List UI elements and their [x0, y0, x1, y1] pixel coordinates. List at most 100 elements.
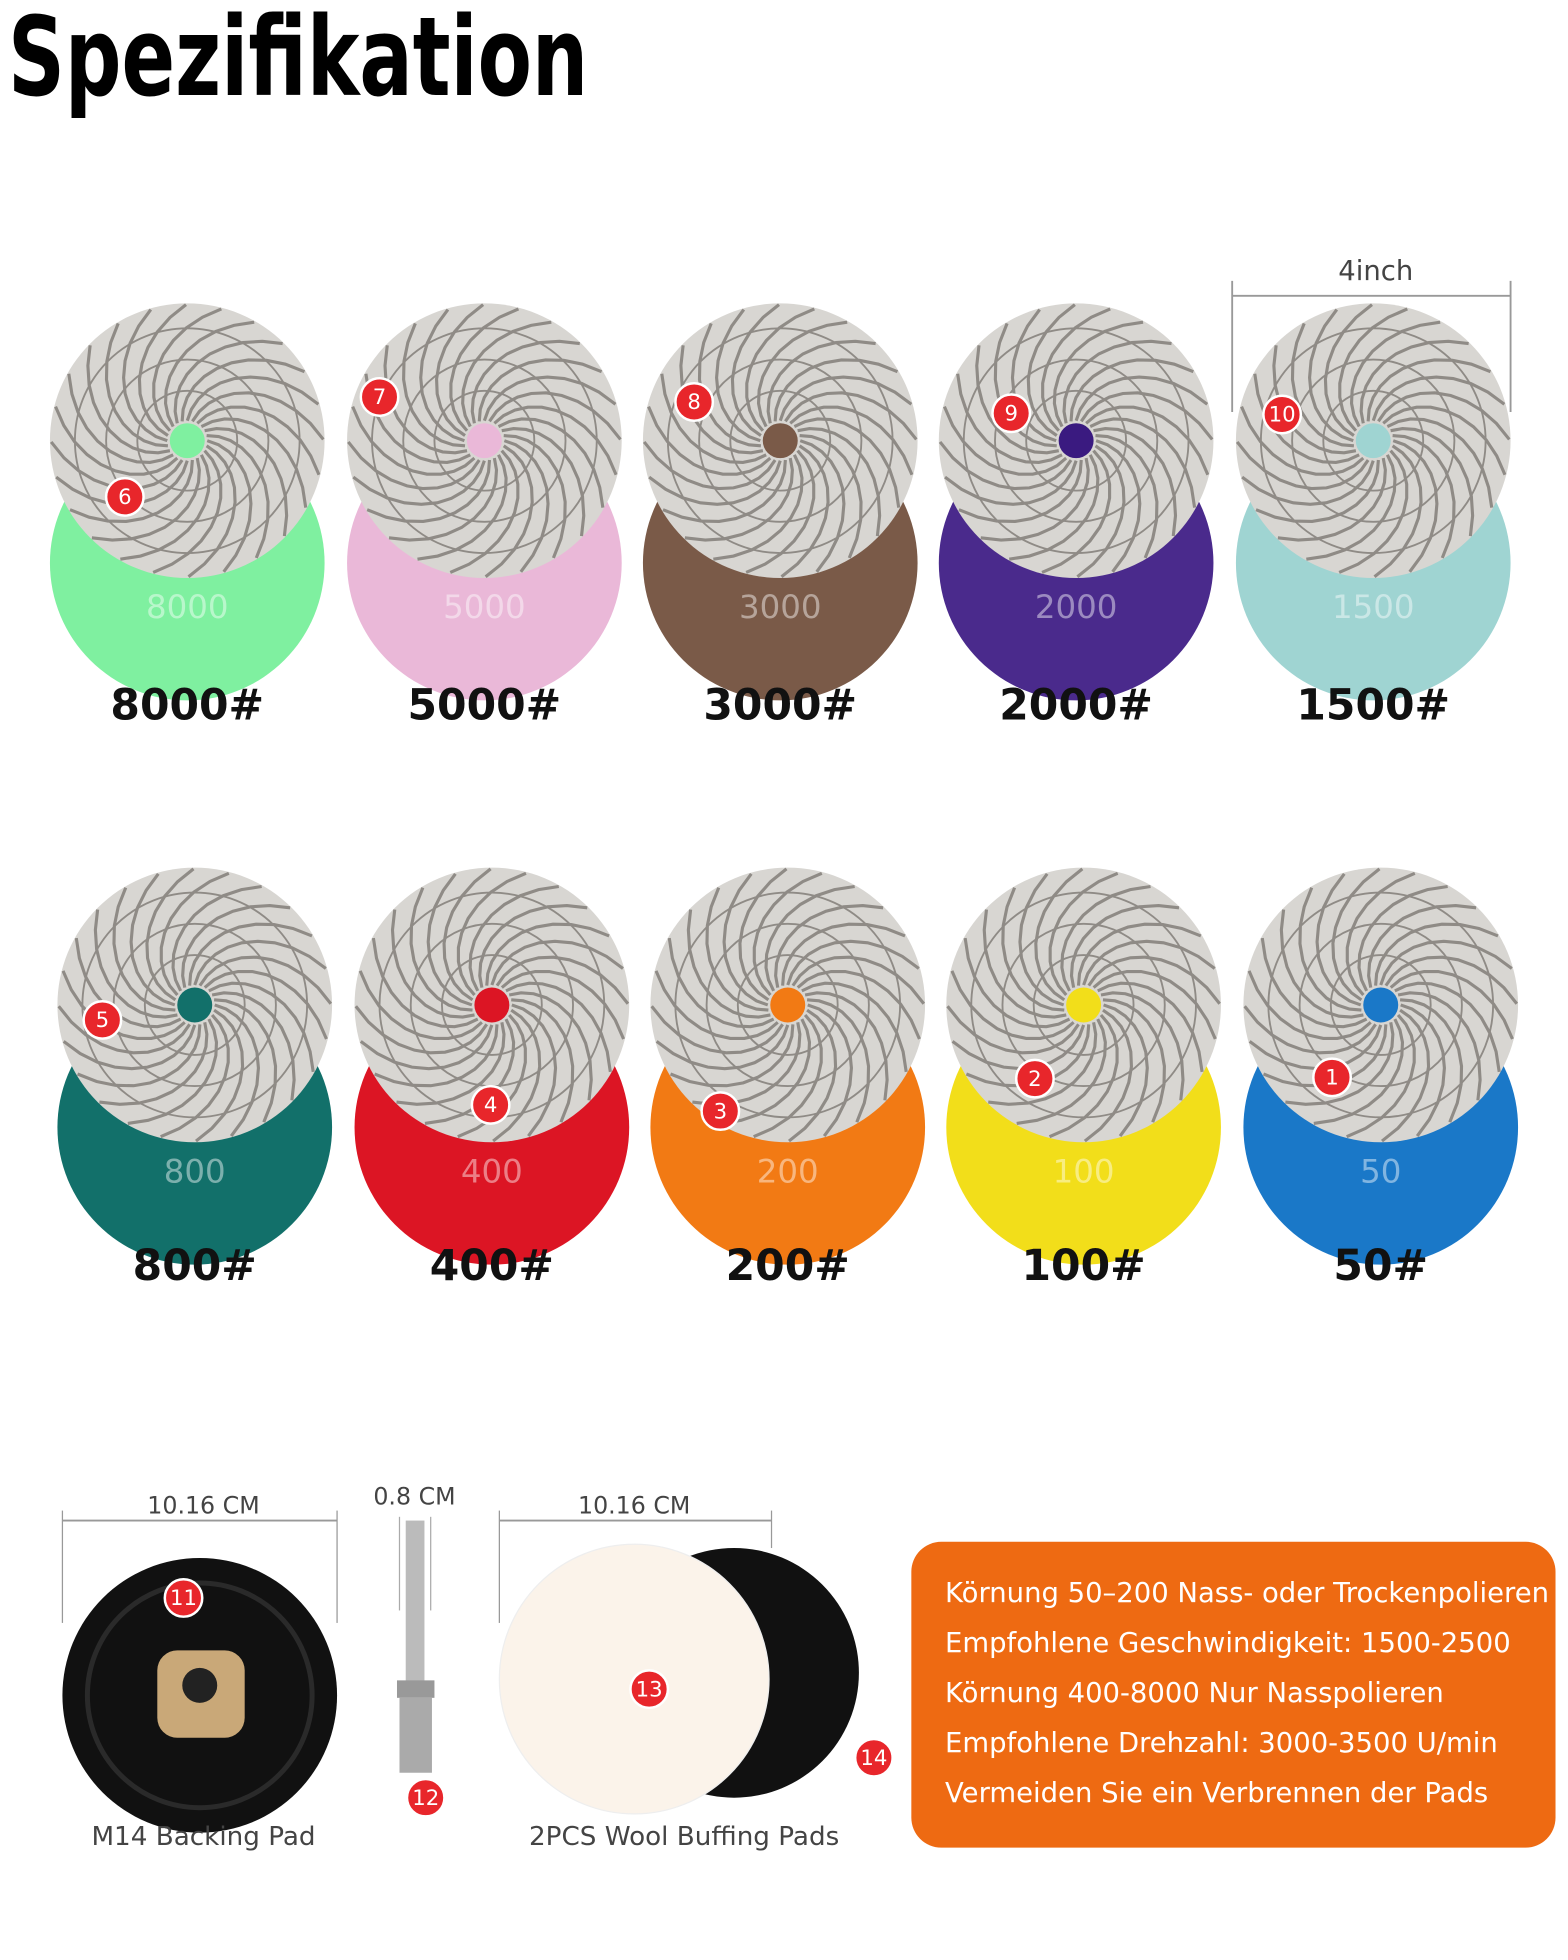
number-badge — [1262, 394, 1303, 435]
pad-pattern — [1338, 307, 1408, 432]
number-badge — [359, 377, 400, 417]
pad-pattern — [1082, 939, 1216, 986]
pad-ring — [1001, 922, 1166, 1088]
wool-pad-width: 10.16 CM — [578, 1491, 690, 1519]
pad-ring — [1267, 891, 1495, 1119]
pad-pattern — [1016, 1018, 1107, 1125]
pad-pattern — [1100, 991, 1185, 1101]
info-line: Vermeiden Sie ein Verbrennen der Pads — [945, 1778, 1488, 1809]
pad-ring — [698, 358, 863, 523]
pad-pattern — [1041, 449, 1112, 574]
pad-hole — [169, 423, 205, 459]
pad-pattern — [1392, 439, 1439, 573]
pad-pattern — [366, 459, 492, 524]
pad-pattern — [1345, 871, 1416, 996]
pad-pattern — [766, 339, 876, 424]
polishing-pad: 100 2 100# — [946, 867, 1221, 1291]
pad-pattern — [942, 405, 1068, 476]
pad-pattern — [1357, 884, 1448, 992]
pad-pattern — [1087, 955, 1221, 1005]
pad-pattern — [1260, 937, 1368, 1029]
pad-pattern — [1253, 373, 1360, 464]
pad-pattern — [120, 454, 211, 561]
info-box — [911, 1541, 1556, 1848]
pad-pattern — [1240, 405, 1365, 476]
pad-pattern — [756, 320, 848, 428]
page-title: Spezifikation — [8, 0, 588, 122]
pad-pattern — [650, 1005, 784, 1055]
pad-pattern — [1400, 1003, 1446, 1137]
pad-ring — [143, 954, 246, 1056]
pad-pattern — [660, 373, 767, 464]
pad-pattern — [1008, 454, 1100, 561]
pad-pattern — [198, 955, 333, 1005]
pad-pattern — [503, 439, 550, 573]
pad-hole — [1355, 423, 1391, 459]
pad-pattern — [482, 375, 617, 422]
pad-pattern — [1102, 998, 1166, 1123]
pad-pattern — [204, 427, 289, 537]
badge-number: 8 — [687, 390, 701, 415]
pad-hole — [762, 423, 798, 459]
pad-ring — [371, 327, 598, 554]
pad-pattern — [807, 1003, 853, 1137]
pad-pattern — [1379, 939, 1513, 986]
pad-pattern — [679, 345, 764, 455]
pad-pattern — [1377, 391, 1511, 441]
pad-pattern — [1373, 444, 1423, 578]
pad-face-text: 50 — [1360, 1153, 1401, 1191]
pad-pattern — [159, 871, 230, 996]
pad-pattern — [417, 454, 508, 561]
pad-pattern — [351, 405, 476, 476]
pad-pattern — [396, 1022, 506, 1106]
pad-pattern — [426, 872, 473, 1007]
pad-pattern — [511, 998, 575, 1123]
pad-pattern — [1386, 417, 1494, 508]
pad-pattern — [1076, 922, 1202, 986]
pad-hole — [474, 987, 510, 1023]
polishing-pad: 50 1 50# — [1243, 867, 1519, 1291]
pad-pattern — [1315, 872, 1362, 1007]
pad-pattern — [738, 867, 788, 1002]
badge-number: 10 — [1269, 403, 1296, 428]
pad-pattern — [419, 308, 465, 443]
pad-pattern — [500, 969, 626, 1040]
pad-pattern — [200, 417, 308, 508]
number-badge — [674, 382, 715, 422]
pad-pattern — [1346, 1013, 1416, 1139]
grit-label: 2000# — [999, 681, 1153, 730]
pad-face-text: 800 — [164, 1153, 226, 1191]
pad-pattern — [1331, 867, 1381, 1002]
pad-pattern — [1062, 339, 1172, 424]
info-line: Körnung 400-8000 Nur Nasspolieren — [945, 1678, 1444, 1709]
backing-pad-label: M14 Backing Pad — [91, 1822, 315, 1852]
pad-pattern — [1306, 454, 1397, 561]
pad-ring — [962, 327, 1190, 554]
pad-pattern — [1381, 1008, 1431, 1143]
info-line: Empfohlene Geschwindigkeit: 1500-2500 — [945, 1628, 1511, 1659]
pad-pattern — [214, 1003, 260, 1137]
pad-pattern — [203, 969, 328, 1040]
pad-pattern — [461, 320, 552, 428]
pad-pattern — [196, 405, 321, 476]
pad-ring — [705, 922, 870, 1088]
pad-pattern — [1034, 867, 1084, 1002]
pad-pattern — [511, 1003, 558, 1137]
polishing-pad: 800 5 800# — [57, 867, 333, 1291]
pad-pattern — [435, 303, 485, 437]
pad-pattern — [647, 405, 772, 476]
pad-pattern — [69, 459, 194, 524]
pad-pattern — [1384, 955, 1519, 1005]
number-badge — [1014, 1058, 1055, 1099]
pad-pattern — [213, 998, 278, 1123]
pad-pattern — [1390, 427, 1475, 537]
pad-pattern — [797, 427, 882, 537]
pad-pattern — [195, 1008, 245, 1143]
pad-pattern — [1382, 405, 1507, 476]
polishing-pad: 3000 8 3000# — [642, 303, 918, 730]
pad-pattern — [449, 449, 520, 574]
shaft — [405, 1520, 425, 1683]
pad-ring — [994, 358, 1159, 523]
dimension-4inch: 4inch — [1231, 256, 1512, 412]
pad-pattern — [358, 970, 483, 1040]
